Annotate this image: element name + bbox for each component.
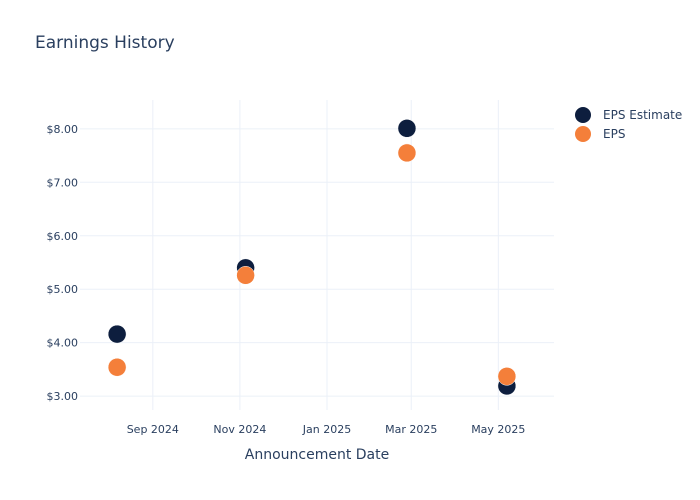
x-tick-label: Jan 2025 — [302, 423, 351, 436]
legend-item-eps[interactable]: EPS — [575, 124, 682, 143]
y-tick-label: $4.00 — [47, 337, 79, 350]
legend-label-eps-estimate: EPS Estimate — [603, 107, 683, 122]
x-tick-label: Mar 2025 — [385, 423, 437, 436]
chart-title: Earnings History — [35, 33, 175, 53]
legend-label-eps: EPS — [603, 126, 626, 141]
y-tick-label: $3.00 — [47, 390, 79, 403]
x-tick-label: May 2025 — [471, 423, 525, 436]
data-points — [107, 119, 517, 396]
eps-estimate-point[interactable] — [107, 324, 127, 344]
eps-point[interactable] — [397, 143, 417, 163]
eps-point[interactable] — [236, 266, 255, 285]
legend-item-eps-estimate[interactable]: EPS Estimate — [575, 105, 682, 124]
y-tick-label: $7.00 — [47, 176, 79, 189]
grid — [80, 100, 554, 410]
y-axis-ticks: $3.00 $4.00 $5.00 $6.00 $7.00 $8.00 — [47, 123, 79, 403]
y-tick-label: $8.00 — [47, 123, 79, 136]
y-tick-label: $6.00 — [47, 230, 79, 243]
y-tick-label: $5.00 — [47, 283, 79, 296]
legend-swatch-eps — [575, 125, 591, 142]
x-axis-title: Announcement Date — [244, 447, 390, 463]
eps-point[interactable] — [497, 367, 517, 386]
eps-point[interactable] — [107, 357, 127, 377]
legend-swatch-eps-estimate — [575, 106, 591, 123]
x-axis-ticks: Sep 2024 Nov 2024 Jan 2025 Mar 2025 May 2025 — [127, 423, 526, 436]
eps-estimate-point[interactable] — [397, 119, 417, 138]
x-tick-label: Nov 2024 — [213, 423, 266, 436]
x-tick-label: Sep 2024 — [127, 423, 179, 436]
legend: EPS Estimate EPS — [575, 105, 682, 143]
